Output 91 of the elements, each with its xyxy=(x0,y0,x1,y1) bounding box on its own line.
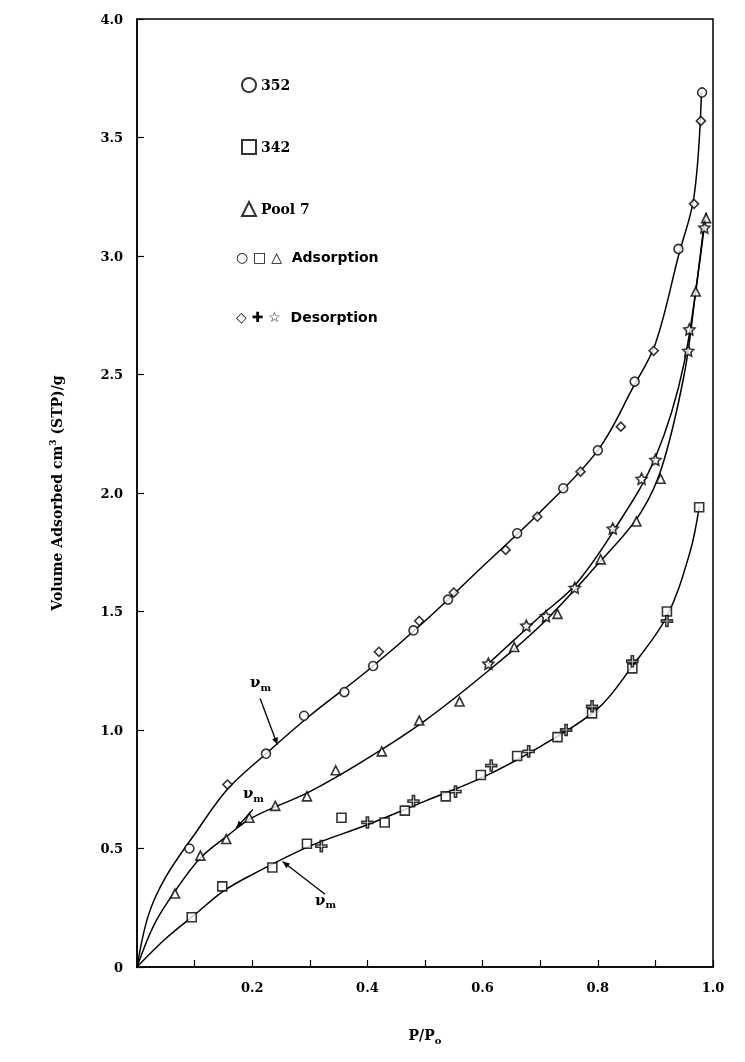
point xyxy=(635,472,648,486)
point xyxy=(442,594,454,605)
point xyxy=(649,453,662,467)
point xyxy=(361,816,374,829)
point xyxy=(696,87,708,98)
point xyxy=(475,769,487,781)
point xyxy=(688,198,700,210)
point xyxy=(698,221,711,234)
point xyxy=(482,657,495,670)
point xyxy=(399,805,411,816)
point xyxy=(216,881,228,892)
point xyxy=(683,323,696,336)
point xyxy=(220,833,232,845)
y-tick-label: 1.0 xyxy=(100,722,123,738)
point xyxy=(407,794,420,808)
point xyxy=(508,641,520,653)
point xyxy=(301,791,313,802)
point xyxy=(260,748,272,759)
point xyxy=(298,710,310,722)
point xyxy=(186,911,198,923)
x-tick-label: 0.4 xyxy=(356,980,379,995)
point xyxy=(244,812,255,823)
point xyxy=(330,764,342,776)
point xyxy=(376,746,388,757)
point xyxy=(568,581,582,595)
point xyxy=(592,445,604,456)
point xyxy=(301,838,313,850)
point xyxy=(373,646,385,658)
point xyxy=(269,800,281,812)
point xyxy=(693,501,705,513)
point xyxy=(367,660,379,672)
point xyxy=(681,344,695,358)
point xyxy=(522,745,535,758)
y-tick-label: 0.5 xyxy=(100,841,123,856)
point xyxy=(695,115,707,127)
point xyxy=(184,843,195,854)
point xyxy=(195,850,206,861)
y-axis-title: Volume Adsorbed cm3 (STP)/g xyxy=(47,375,65,612)
x-tick-label: 0.6 xyxy=(471,980,494,995)
point xyxy=(690,286,702,297)
point xyxy=(552,608,563,620)
point xyxy=(552,731,563,743)
point xyxy=(413,615,425,627)
point xyxy=(169,888,181,899)
point xyxy=(440,791,452,802)
point xyxy=(585,700,599,713)
point xyxy=(520,619,533,633)
x-tick-label: 0.2 xyxy=(240,980,264,995)
point xyxy=(532,511,543,522)
annotation: ◇ ✚ ☆ Desorption xyxy=(236,309,378,325)
point xyxy=(539,609,553,623)
point xyxy=(673,243,684,255)
point xyxy=(339,686,350,698)
y-tick-label: 0 xyxy=(113,959,123,975)
y-tick-label: 1.5 xyxy=(100,604,123,619)
point xyxy=(315,839,328,853)
point xyxy=(648,345,659,357)
legend-label: Pool 7 xyxy=(261,201,310,217)
point xyxy=(615,421,627,432)
point xyxy=(484,759,498,772)
y-tick-label: 3.5 xyxy=(100,130,123,145)
legend-label: 342 xyxy=(261,139,291,155)
y-tick-label: 3.0 xyxy=(100,248,123,264)
point xyxy=(511,750,523,762)
point xyxy=(629,376,640,387)
y-tick-label: 2.5 xyxy=(100,367,123,382)
point xyxy=(575,466,586,477)
y-tick-label: 2.0 xyxy=(100,485,123,501)
point xyxy=(449,785,462,798)
point xyxy=(454,696,465,707)
point xyxy=(511,527,523,539)
x-tick-label: 1.0 xyxy=(701,980,725,995)
point xyxy=(267,862,278,873)
point xyxy=(661,606,673,617)
point xyxy=(413,715,425,726)
point xyxy=(631,516,642,527)
point xyxy=(222,779,233,790)
point xyxy=(336,812,347,823)
point xyxy=(379,817,390,828)
point xyxy=(626,654,639,668)
point xyxy=(557,482,569,494)
point xyxy=(559,723,573,737)
annotation: ○ □ △ Adsorption xyxy=(236,249,379,265)
point xyxy=(595,554,606,565)
point xyxy=(448,587,460,598)
y-tick-label: 4.0 xyxy=(100,11,123,27)
point xyxy=(606,522,620,535)
legend-label: 352 xyxy=(261,77,291,93)
x-tick-label: 0.8 xyxy=(586,980,610,995)
point xyxy=(660,614,674,628)
point xyxy=(408,625,419,636)
